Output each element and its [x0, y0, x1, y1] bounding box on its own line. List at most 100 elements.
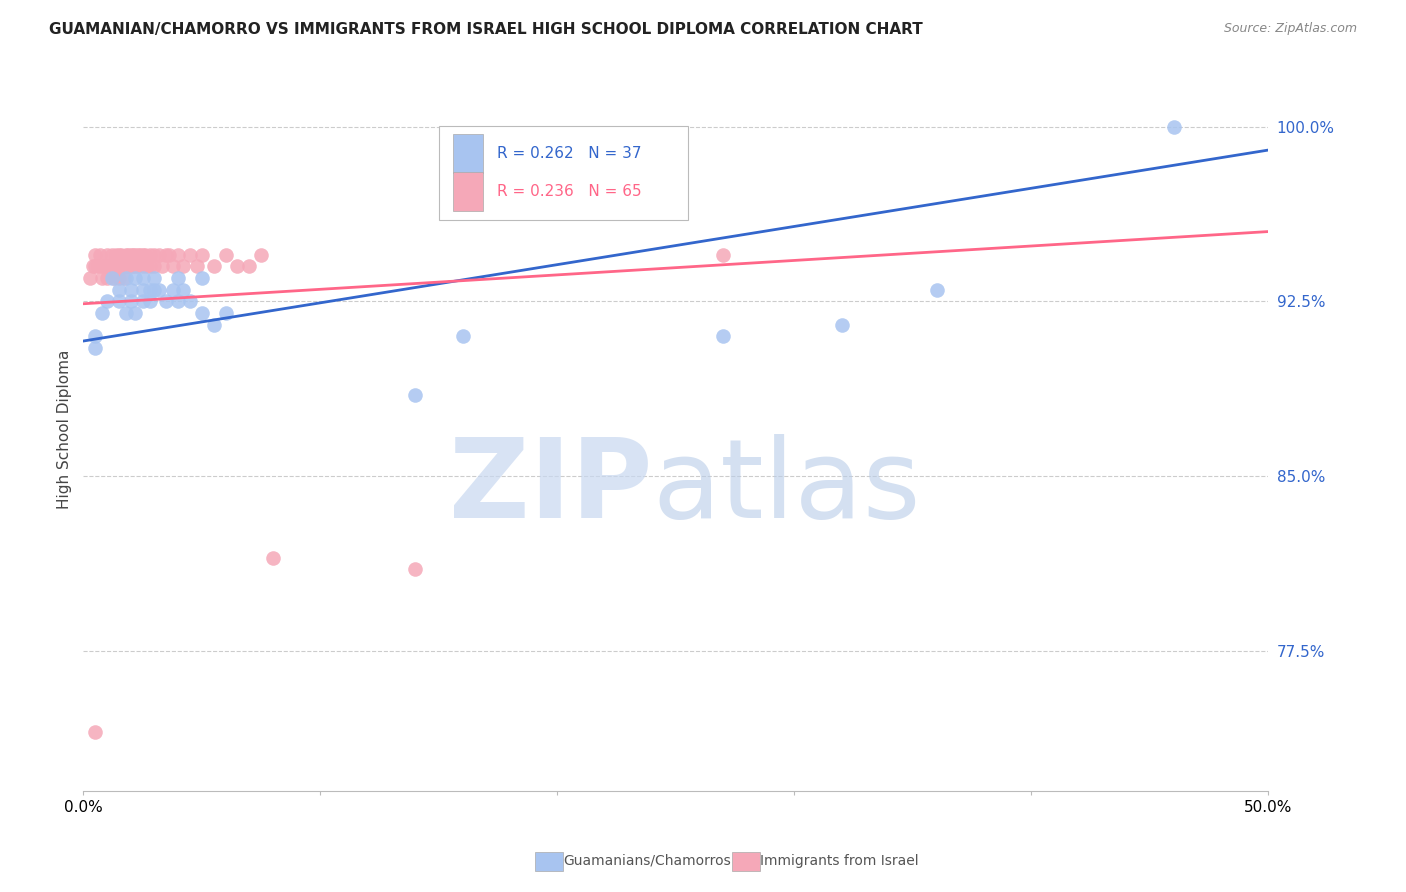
Point [124, 306, 146, 320]
Point [84, 725, 107, 739]
Point [157, 248, 180, 262]
Point [115, 271, 138, 285]
Point [84, 248, 107, 262]
Point [120, 294, 142, 309]
Point [250, 248, 273, 262]
Point [155, 248, 177, 262]
Point [105, 260, 128, 274]
Point [162, 283, 184, 297]
Point [202, 260, 225, 274]
Point [186, 260, 208, 274]
Point [91, 306, 114, 320]
Point [131, 271, 153, 285]
Point [711, 329, 734, 343]
Point [96, 260, 118, 274]
Point [134, 248, 156, 262]
Text: Source: ZipAtlas.com: Source: ZipAtlas.com [1223, 22, 1357, 36]
Point [84, 260, 107, 274]
Point [112, 260, 135, 274]
Point [127, 260, 149, 274]
Y-axis label: High School Diploma: High School Diploma [58, 350, 72, 509]
Point [117, 260, 139, 274]
Point [115, 260, 138, 274]
Point [93, 260, 115, 274]
Point [108, 294, 131, 309]
Point [124, 260, 146, 274]
Point [131, 283, 153, 297]
Point [1163, 120, 1185, 134]
FancyBboxPatch shape [453, 134, 482, 173]
Point [191, 248, 214, 262]
Point [404, 387, 426, 401]
Point [136, 260, 159, 274]
Point [179, 294, 201, 309]
Point [138, 283, 160, 297]
Point [143, 271, 166, 285]
Point [202, 318, 225, 332]
Point [108, 260, 131, 274]
Point [79, 271, 101, 285]
Point [131, 294, 153, 309]
Point [131, 248, 153, 262]
Point [84, 341, 107, 355]
Point [167, 271, 190, 285]
Point [191, 306, 214, 320]
Point [120, 283, 142, 297]
Point [143, 283, 166, 297]
Point [214, 306, 236, 320]
Point [179, 248, 201, 262]
Point [108, 248, 131, 262]
Point [122, 260, 145, 274]
Point [925, 283, 948, 297]
Text: R = 0.236   N = 65: R = 0.236 N = 65 [496, 184, 641, 199]
Point [238, 260, 260, 274]
Point [110, 260, 132, 274]
Point [122, 248, 145, 262]
Text: Guamanians/Chamorros: Guamanians/Chamorros [564, 854, 731, 868]
FancyBboxPatch shape [439, 127, 688, 220]
Point [214, 248, 236, 262]
Point [404, 562, 426, 576]
Point [155, 294, 177, 309]
Point [89, 248, 111, 262]
Point [127, 248, 149, 262]
Point [100, 271, 122, 285]
Point [143, 248, 166, 262]
Text: R = 0.262   N = 37: R = 0.262 N = 37 [496, 146, 641, 161]
Point [110, 248, 132, 262]
Point [150, 260, 173, 274]
Text: ZIP: ZIP [449, 434, 652, 541]
Point [191, 271, 214, 285]
Point [148, 248, 170, 262]
Text: Immigrants from Israel: Immigrants from Israel [761, 854, 920, 868]
Point [100, 260, 122, 274]
Point [91, 260, 114, 274]
Point [120, 260, 142, 274]
Point [84, 329, 107, 343]
Point [226, 260, 249, 274]
Point [96, 294, 118, 309]
Point [138, 294, 160, 309]
Point [103, 260, 125, 274]
Point [831, 318, 853, 332]
Point [103, 271, 125, 285]
Point [262, 550, 284, 565]
Point [115, 248, 138, 262]
Text: atlas: atlas [652, 434, 921, 541]
Point [711, 248, 734, 262]
Point [451, 329, 474, 343]
Point [91, 271, 114, 285]
Point [124, 271, 146, 285]
Point [162, 260, 184, 274]
Point [120, 248, 142, 262]
Point [96, 271, 118, 285]
Text: GUAMANIAN/CHAMORRO VS IMMIGRANTS FROM ISRAEL HIGH SCHOOL DIPLOMA CORRELATION CHA: GUAMANIAN/CHAMORRO VS IMMIGRANTS FROM IS… [49, 22, 922, 37]
Point [112, 271, 135, 285]
Point [172, 283, 194, 297]
Point [167, 248, 190, 262]
Point [108, 283, 131, 297]
Point [138, 260, 160, 274]
FancyBboxPatch shape [453, 172, 482, 211]
Point [148, 283, 170, 297]
Point [172, 260, 194, 274]
